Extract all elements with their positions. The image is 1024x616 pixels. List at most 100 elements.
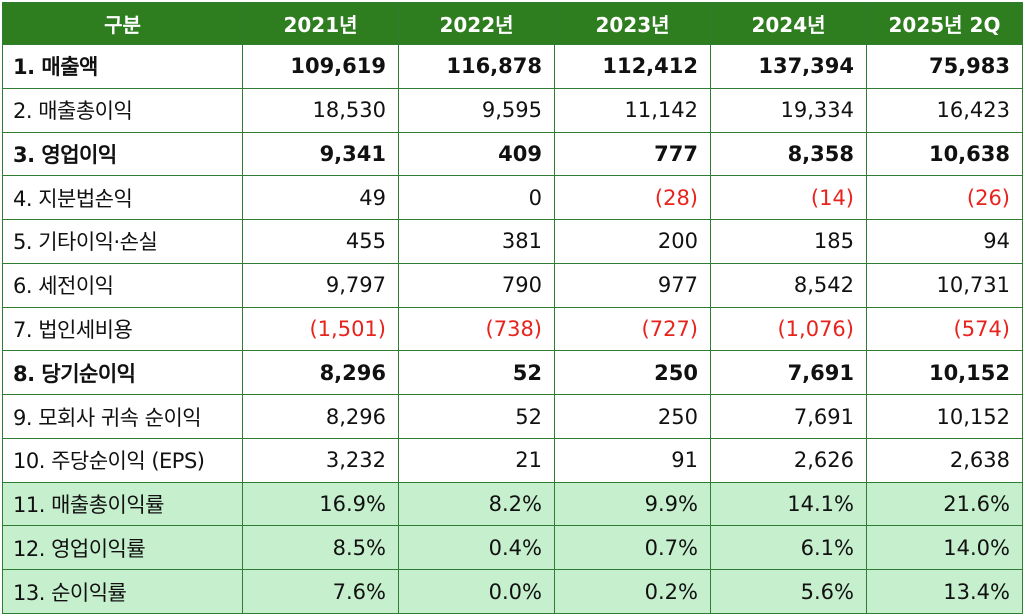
table-row: 10. 주당순이익 (EPS) 3,232 21 91 2,626 2,638 — [2, 437, 1023, 483]
table-row: 2. 매출총이익 18,530 9,595 11,142 19,334 16,423 — [2, 87, 1023, 133]
value-cell-2023: 91 — [554, 437, 711, 483]
value-cell-2025-2q: 14.0% — [866, 525, 1023, 571]
value-cell-2025-2q: 13.4% — [866, 569, 1023, 614]
value-cell-2023: 250 — [554, 394, 711, 439]
value-cell-2024: (14) — [710, 175, 867, 221]
header-category: 구분 — [2, 2, 243, 45]
value-cell-2024: 7,691 — [710, 394, 867, 439]
row-label: 9. 모회사 귀속 순이익 — [2, 394, 243, 439]
value-cell-2022: 381 — [398, 219, 555, 264]
row-label: 7. 법인세비용 — [2, 306, 243, 352]
table-row: 11. 매출총이익률 16.9% 8.2% 9.9% 14.1% 21.6% — [2, 481, 1023, 527]
value-cell-2025-2q: (574) — [866, 306, 1023, 352]
table-body: 1. 매출액 109,619 116,878 112,412 137,394 75,983… — [2, 44, 1023, 614]
header-2024: 2024년 — [710, 2, 867, 45]
value-cell-2022: (738) — [398, 306, 555, 352]
value-cell-2022: 790 — [398, 262, 555, 308]
table-row: 6. 세전이익 9,797 790 977 8,542 10,731 — [2, 262, 1023, 308]
value-cell-2024: 185 — [710, 219, 867, 264]
header-2021: 2021년 — [242, 2, 399, 45]
value-cell-2023: (28) — [554, 175, 711, 221]
value-cell-2022: 21 — [398, 437, 555, 483]
value-cell-2021: 8,296 — [242, 350, 399, 396]
value-cell-2021: 455 — [242, 219, 399, 264]
value-cell-2021: 16.9% — [242, 481, 399, 527]
value-cell-2021: 8.5% — [242, 525, 399, 571]
value-cell-2025-2q: 2,638 — [866, 437, 1023, 483]
value-cell-2025-2q: 10,152 — [866, 394, 1023, 439]
value-cell-2024: 137,394 — [710, 44, 867, 89]
value-cell-2021: 49 — [242, 175, 399, 221]
row-label: 8. 당기순이익 — [2, 350, 243, 396]
value-cell-2025-2q: 75,983 — [866, 44, 1023, 89]
table-header: 구분 2021년 2022년 2023년 2024년 2025년 2Q — [2, 2, 1023, 45]
value-cell-2022: 0.4% — [398, 525, 555, 571]
row-label: 1. 매출액 — [2, 44, 243, 89]
table-row: 4. 지분법손익 49 0 (28) (14) (26) — [2, 175, 1023, 221]
value-cell-2023: 250 — [554, 350, 711, 396]
value-cell-2021: (1,501) — [242, 306, 399, 352]
value-cell-2025-2q: 94 — [866, 219, 1023, 264]
value-cell-2024: 8,542 — [710, 262, 867, 308]
value-cell-2025-2q: (26) — [866, 175, 1023, 221]
value-cell-2025-2q: 10,638 — [866, 131, 1023, 177]
value-cell-2023: (727) — [554, 306, 711, 352]
value-cell-2021: 9,341 — [242, 131, 399, 177]
value-cell-2023: 200 — [554, 219, 711, 264]
value-cell-2023: 777 — [554, 131, 711, 177]
table-row: 12. 영업이익률 8.5% 0.4% 0.7% 6.1% 14.0% — [2, 525, 1023, 571]
row-label: 3. 영업이익 — [2, 131, 243, 177]
header-2022: 2022년 — [398, 2, 555, 45]
value-cell-2023: 112,412 — [554, 44, 711, 89]
table-row: 13. 순이익률 7.6% 0.0% 0.2% 5.6% 13.4% — [2, 569, 1023, 614]
row-label: 5. 기타이익·손실 — [2, 219, 243, 264]
value-cell-2024: (1,076) — [710, 306, 867, 352]
value-cell-2022: 409 — [398, 131, 555, 177]
table-row: 9. 모회사 귀속 순이익 8,296 52 250 7,691 10,152 — [2, 394, 1023, 439]
row-label: 4. 지분법손익 — [2, 175, 243, 221]
value-cell-2022: 8.2% — [398, 481, 555, 527]
table-row: 5. 기타이익·손실 455 381 200 185 94 — [2, 219, 1023, 264]
value-cell-2024: 19,334 — [710, 87, 867, 133]
row-label: 11. 매출총이익률 — [2, 481, 243, 527]
value-cell-2021: 3,232 — [242, 437, 399, 483]
value-cell-2025-2q: 10,152 — [866, 350, 1023, 396]
value-cell-2023: 11,142 — [554, 87, 711, 133]
value-cell-2025-2q: 21.6% — [866, 481, 1023, 527]
value-cell-2021: 9,797 — [242, 262, 399, 308]
value-cell-2024: 5.6% — [710, 569, 867, 614]
value-cell-2024: 2,626 — [710, 437, 867, 483]
value-cell-2022: 0.0% — [398, 569, 555, 614]
value-cell-2023: 9.9% — [554, 481, 711, 527]
row-label: 13. 순이익률 — [2, 569, 243, 614]
value-cell-2025-2q: 16,423 — [866, 87, 1023, 133]
value-cell-2022: 9,595 — [398, 87, 555, 133]
value-cell-2024: 7,691 — [710, 350, 867, 396]
value-cell-2025-2q: 10,731 — [866, 262, 1023, 308]
value-cell-2022: 52 — [398, 394, 555, 439]
value-cell-2021: 18,530 — [242, 87, 399, 133]
value-cell-2021: 7.6% — [242, 569, 399, 614]
value-cell-2022: 0 — [398, 175, 555, 221]
table-row: 8. 당기순이익 8,296 52 250 7,691 10,152 — [2, 350, 1023, 396]
value-cell-2021: 8,296 — [242, 394, 399, 439]
row-label: 2. 매출총이익 — [2, 87, 243, 133]
value-cell-2024: 8,358 — [710, 131, 867, 177]
value-cell-2021: 109,619 — [242, 44, 399, 89]
table-row: 7. 법인세비용 (1,501) (738) (727) (1,076) (574) — [2, 306, 1023, 352]
table-row: 3. 영업이익 9,341 409 777 8,358 10,638 — [2, 131, 1023, 177]
row-label: 12. 영업이익률 — [2, 525, 243, 571]
value-cell-2024: 14.1% — [710, 481, 867, 527]
header-row: 구분 2021년 2022년 2023년 2024년 2025년 2Q — [2, 2, 1023, 45]
value-cell-2023: 977 — [554, 262, 711, 308]
value-cell-2022: 116,878 — [398, 44, 555, 89]
value-cell-2023: 0.2% — [554, 569, 711, 614]
row-label: 10. 주당순이익 (EPS) — [2, 437, 243, 483]
header-2025-2q: 2025년 2Q — [866, 2, 1023, 45]
value-cell-2022: 52 — [398, 350, 555, 396]
table-row: 1. 매출액 109,619 116,878 112,412 137,394 75,983 — [2, 44, 1023, 89]
value-cell-2024: 6.1% — [710, 525, 867, 571]
row-label: 6. 세전이익 — [2, 262, 243, 308]
header-2023: 2023년 — [554, 2, 711, 45]
